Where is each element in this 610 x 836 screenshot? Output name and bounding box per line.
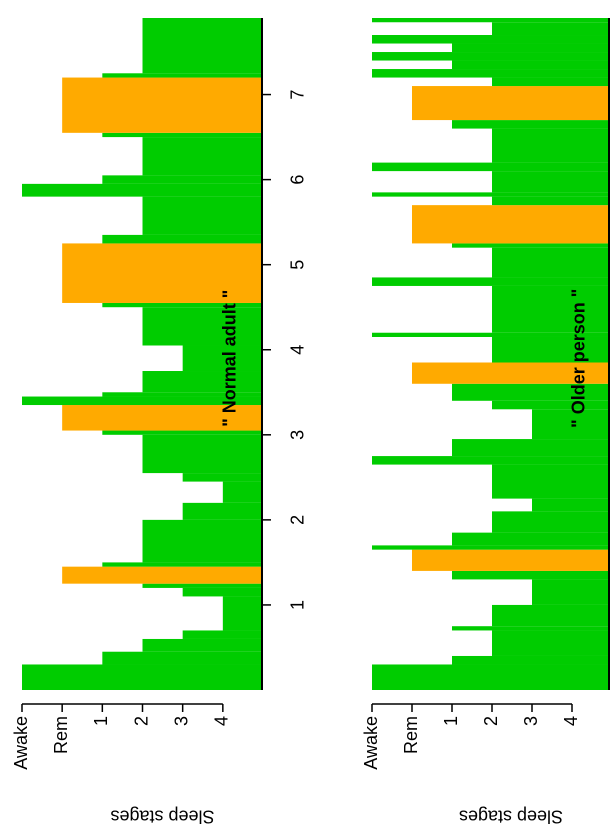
stage-segment — [222, 481, 263, 503]
stage-segment — [62, 77, 263, 133]
stage-segment — [222, 596, 263, 631]
stage-segment — [372, 545, 610, 550]
stage-axis-title: Sleep stages — [459, 806, 563, 826]
stage-tick-label: 3 — [171, 716, 191, 726]
stage-segment — [372, 18, 610, 23]
stage-segment — [182, 630, 263, 639]
stage-segment — [142, 371, 263, 393]
time-tick-label: 2 — [288, 515, 308, 525]
stage-tick-label: Rem — [51, 716, 71, 754]
stage-segment — [142, 307, 263, 346]
stage-segment — [102, 430, 263, 435]
stage-segment — [492, 336, 610, 363]
stage-segment — [372, 456, 610, 465]
stage-segment — [102, 73, 263, 78]
stage-segment — [142, 137, 263, 176]
stage-segment — [102, 562, 263, 567]
stage-segment — [412, 205, 610, 244]
stage-segment — [102, 175, 263, 184]
time-tick-label: 5 — [288, 260, 308, 270]
stage-segment — [102, 234, 263, 244]
stage-segment — [492, 630, 610, 656]
stage-segment — [452, 570, 610, 580]
stage-segment — [102, 302, 263, 308]
stage-segment — [452, 655, 610, 665]
stage-segment — [532, 579, 610, 605]
stage-segment — [412, 86, 610, 121]
stage-tick-label: 3 — [521, 716, 541, 726]
stage-segment — [532, 498, 610, 512]
stage-segment — [372, 162, 610, 172]
stage-segment — [492, 464, 610, 499]
stage-segment — [182, 587, 263, 597]
stage-segment — [452, 626, 610, 631]
stage-segment — [452, 60, 610, 70]
stage-segment — [412, 362, 610, 384]
stage-segment — [492, 22, 610, 36]
time-tick-label: 1 — [288, 600, 308, 610]
stage-segment — [182, 473, 263, 482]
stage-segment — [492, 604, 610, 627]
stage-segment — [372, 332, 610, 337]
stage-segment — [452, 243, 610, 248]
stage-segment — [142, 18, 263, 74]
stage-tick-label: Rem — [401, 716, 421, 754]
stage-segment — [452, 439, 610, 457]
stage-segment — [372, 192, 610, 197]
stage-segment — [142, 583, 263, 588]
stage-segment — [22, 664, 263, 690]
time-tick-label: 3 — [288, 430, 308, 440]
stage-segment — [62, 405, 263, 431]
stage-segment — [492, 247, 610, 278]
stage-tick-label: 2 — [131, 716, 151, 726]
stage-segment — [452, 43, 610, 53]
stage-segment — [182, 345, 263, 372]
stage-segment — [532, 409, 610, 440]
stage-segment — [492, 77, 610, 87]
panel-annotation: " Normal adult " — [220, 290, 240, 427]
stage-segment — [102, 392, 263, 397]
stage-segment — [492, 400, 610, 410]
stage-tick-label: Awake — [11, 716, 31, 770]
stage-segment — [102, 651, 263, 665]
stage-segment — [22, 396, 263, 406]
time-tick-label: 7 — [288, 90, 308, 100]
stage-segment — [412, 549, 610, 571]
stage-segment — [452, 383, 610, 401]
stage-tick-label: 1 — [91, 716, 111, 726]
stage-segment — [452, 120, 610, 129]
stage-tick-label: 2 — [481, 716, 501, 726]
stage-tick-label: 1 — [441, 716, 461, 726]
stage-segment — [182, 502, 263, 520]
stage-segment — [372, 664, 610, 690]
stage-segment — [372, 52, 610, 61]
stage-segment — [372, 277, 610, 286]
stage-segment — [452, 532, 610, 546]
stage-segment — [492, 171, 610, 193]
time-tick-label: 4 — [288, 345, 308, 355]
stage-segment — [142, 638, 263, 652]
stage-segment — [62, 243, 263, 303]
stage-segment — [492, 511, 610, 533]
stage-tick-label: 4 — [561, 716, 581, 726]
stage-tick-label: 4 — [212, 716, 232, 726]
stage-segment — [492, 285, 610, 333]
stage-segment — [492, 128, 610, 163]
stage-segment — [372, 35, 610, 44]
stage-segment — [492, 196, 610, 206]
stage-tick-label: Awake — [361, 716, 381, 770]
stage-segment — [372, 69, 610, 78]
stage-axis-title: Sleep stages — [110, 806, 214, 826]
time-tick-label: 6 — [288, 175, 308, 185]
stage-segment — [102, 132, 263, 138]
stage-segment — [22, 183, 263, 197]
stage-segment — [62, 566, 263, 584]
stage-segment — [142, 434, 263, 474]
stage-segment — [142, 196, 263, 235]
panel-annotation: " Older person " — [569, 289, 589, 428]
stage-segment — [142, 519, 263, 563]
